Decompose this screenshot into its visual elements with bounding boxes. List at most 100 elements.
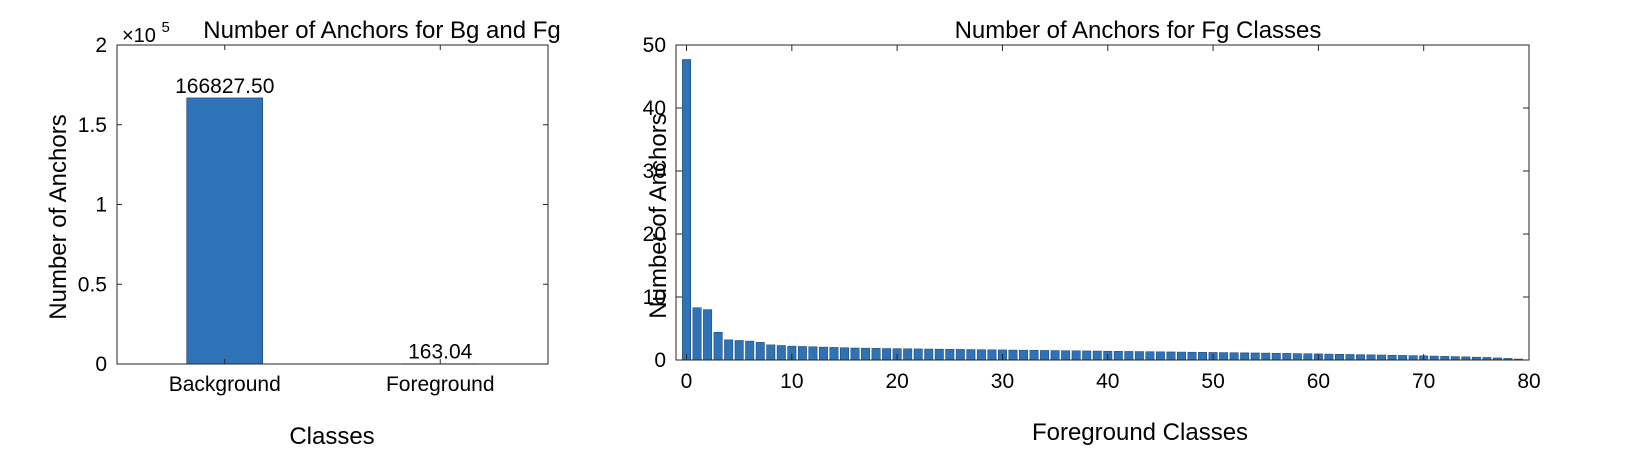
bar-class-12 (808, 346, 818, 361)
y-tick-label: 1.5 (78, 114, 107, 137)
x-tick-label: 70 (1412, 370, 1435, 393)
bar-class-48 (1187, 351, 1197, 361)
y-exponent-base: ×10 (122, 25, 156, 47)
bar-class-24 (934, 348, 944, 361)
bar-class-44 (1145, 351, 1155, 361)
bar-class-11 (797, 346, 807, 361)
value-label: 163.04 (408, 341, 473, 364)
bar-class-43 (1134, 351, 1144, 361)
chart-title: Number of Anchors for Fg Classes (955, 17, 1322, 44)
bg-fg-chart: Number of Anchors for Bg and Fg ×10 5 16… (45, 17, 561, 450)
bar-class-72 (1440, 356, 1450, 361)
bar-class-1 (692, 307, 702, 361)
bar-class-0 (682, 59, 691, 361)
bar-class-14 (829, 347, 839, 361)
x-tick-label: 50 (1201, 370, 1224, 393)
bar-background (186, 97, 264, 365)
x-tick-label: 40 (1096, 370, 1119, 393)
bar-class-62 (1334, 354, 1344, 361)
bar-class-9 (776, 345, 786, 361)
bar-class-32 (1019, 349, 1028, 361)
bar-class-23 (924, 348, 934, 361)
bar-class-42 (1124, 351, 1134, 361)
x-tick-label: 60 (1307, 370, 1330, 393)
x-ticks: 0 10 20 30 40 50 60 70 80 (681, 45, 1541, 393)
y-axis-label: Number of Anchors (645, 113, 672, 318)
y-axis-label: Number of Anchors (45, 114, 72, 319)
x-ticks: Background Foreground (169, 45, 495, 396)
bar-class-69 (1408, 355, 1418, 361)
plot-frame (675, 44, 1530, 361)
y-tick-label: 0.5 (78, 273, 107, 296)
y-tick-label: 20 (643, 223, 666, 246)
x-axis-label: Foreground Classes (1032, 419, 1248, 446)
bar-class-65 (1366, 354, 1376, 361)
fg-classes-chart: Number of Anchors for Fg Classes 0 10 20 30… (643, 17, 1541, 446)
bar-class-19 (882, 348, 892, 361)
bar-class-26 (955, 349, 965, 361)
x-tick-label: 0 (681, 370, 693, 393)
bar-class-7 (755, 342, 765, 361)
bar-class-34 (1040, 350, 1050, 361)
bar-class-35 (1050, 350, 1060, 361)
y-tick-label: 0 (654, 349, 666, 372)
bar-class-29 (987, 349, 997, 361)
bars (682, 59, 1523, 361)
bar-class-6 (745, 340, 755, 361)
bar-class-56 (1271, 352, 1281, 361)
x-tick-label: 10 (780, 370, 803, 393)
bar-class-28 (976, 349, 986, 361)
bar-class-36 (1061, 350, 1071, 361)
bar-class-53 (1240, 352, 1250, 361)
bar-class-63 (1345, 354, 1355, 361)
bar-class-27 (966, 349, 976, 361)
bar-class-2 (703, 309, 713, 361)
chart-title: Number of Anchors for Bg and Fg (203, 17, 561, 44)
bar-class-38 (1082, 350, 1092, 361)
bar-class-66 (1377, 354, 1387, 361)
y-tick-label: 40 (643, 97, 666, 120)
x-axis-label: Classes (289, 423, 374, 450)
bar-class-46 (1166, 351, 1176, 361)
bar-class-54 (1250, 352, 1260, 361)
bar-class-21 (903, 348, 913, 361)
y-exponent-power: 5 (162, 19, 170, 36)
bar-class-52 (1229, 352, 1239, 361)
bar-class-47 (1177, 351, 1186, 361)
bar-class-41 (1113, 351, 1123, 361)
y-tick-label: 2 (95, 34, 107, 57)
bar-class-67 (1387, 354, 1397, 361)
bar-class-45 (1155, 351, 1165, 361)
x-tick-label: Foreground (386, 373, 495, 396)
bar-class-4 (724, 339, 734, 361)
bar-class-73 (1450, 356, 1460, 361)
plot-frame (116, 44, 549, 365)
y-tick-label: 30 (643, 160, 666, 183)
bar-class-55 (1261, 352, 1271, 361)
y-ticks: 0 10 20 30 40 50 (643, 34, 1529, 372)
bars (186, 97, 479, 365)
bar-class-39 (1092, 350, 1102, 361)
y-ticks: 0 0.5 1 1.5 2 (78, 34, 548, 376)
bar-class-3 (713, 332, 723, 361)
value-label: 166827.50 (175, 75, 274, 98)
bar-class-51 (1219, 352, 1229, 361)
y-tick-label: 10 (643, 286, 666, 309)
y-tick-label: 1 (95, 194, 107, 217)
bar-class-17 (861, 347, 871, 361)
x-tick-label: 30 (991, 370, 1014, 393)
bar-class-59 (1303, 353, 1313, 361)
bar-class-64 (1356, 354, 1365, 361)
bar-class-33 (1029, 350, 1039, 361)
bar-class-57 (1282, 353, 1292, 361)
bar-class-5 (734, 340, 744, 361)
bar-class-22 (913, 348, 923, 361)
bar-class-15 (840, 347, 849, 361)
y-tick-label: 0 (95, 353, 107, 376)
bar-class-61 (1324, 353, 1334, 361)
x-tick-label: 80 (1517, 370, 1540, 393)
y-exponent-label: ×10 5 (122, 19, 170, 47)
bar-class-71 (1429, 355, 1439, 361)
bar-class-25 (945, 349, 955, 361)
